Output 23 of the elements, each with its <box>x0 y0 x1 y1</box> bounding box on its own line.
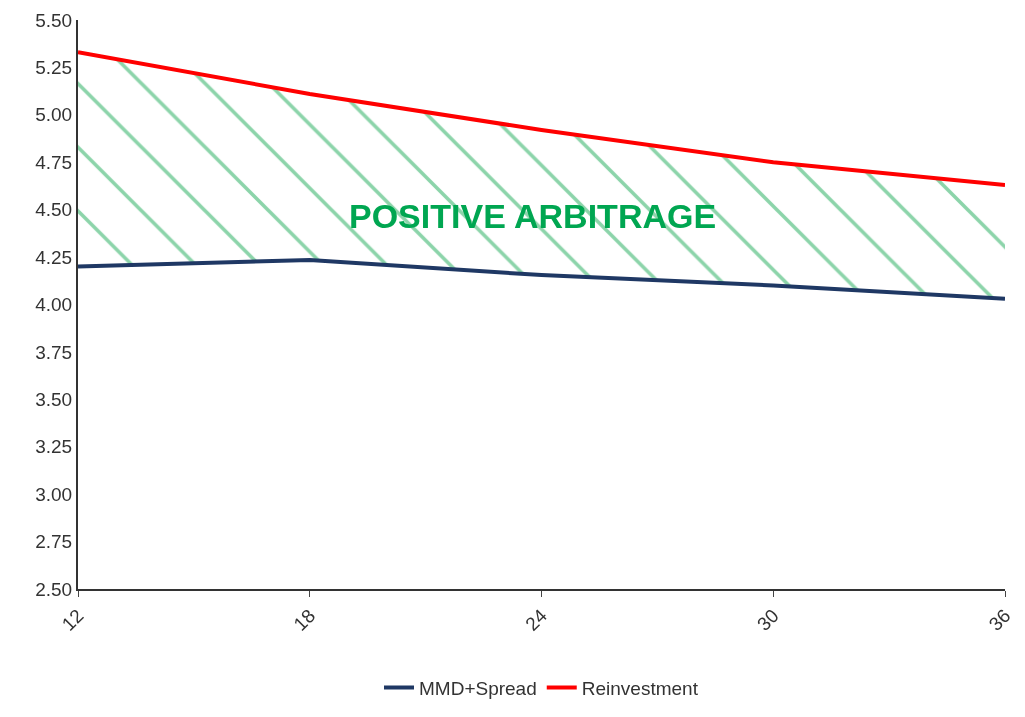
annotation: POSITIVE ARBITRAGE <box>349 197 717 235</box>
y-tick-label: 3.75 <box>35 341 73 363</box>
legend-label: MMD+Spread <box>419 677 537 699</box>
x-tick-label: 24 <box>521 604 552 635</box>
y-tick-label: 2.50 <box>35 578 73 600</box>
line-series <box>78 257 1005 301</box>
x-tick-label: 18 <box>289 605 320 635</box>
y-tick-label: 4.00 <box>35 294 73 316</box>
y-tick-label: 3.25 <box>35 436 73 458</box>
y-tick-label: 2.75 <box>35 531 73 553</box>
y-tick-label: 3.50 <box>35 388 73 410</box>
y-tick-label: 5.25 <box>35 57 73 79</box>
y-tick-label: 5.00 <box>35 104 73 126</box>
line-series <box>78 50 1005 188</box>
y-tick-label: 4.50 <box>35 199 73 221</box>
y-tick-label: 4.25 <box>35 246 73 268</box>
x-tick-label: 36 <box>984 605 1015 635</box>
x-tick-label: 30 <box>753 605 783 635</box>
legend-label: Reinvestment <box>581 677 699 699</box>
y-tick-label: 4.75 <box>35 151 73 173</box>
x-tick-label: 12 <box>57 605 88 635</box>
y-tick-label: 3.00 <box>35 483 73 505</box>
y-tick-label: 5.50 <box>35 9 73 31</box>
